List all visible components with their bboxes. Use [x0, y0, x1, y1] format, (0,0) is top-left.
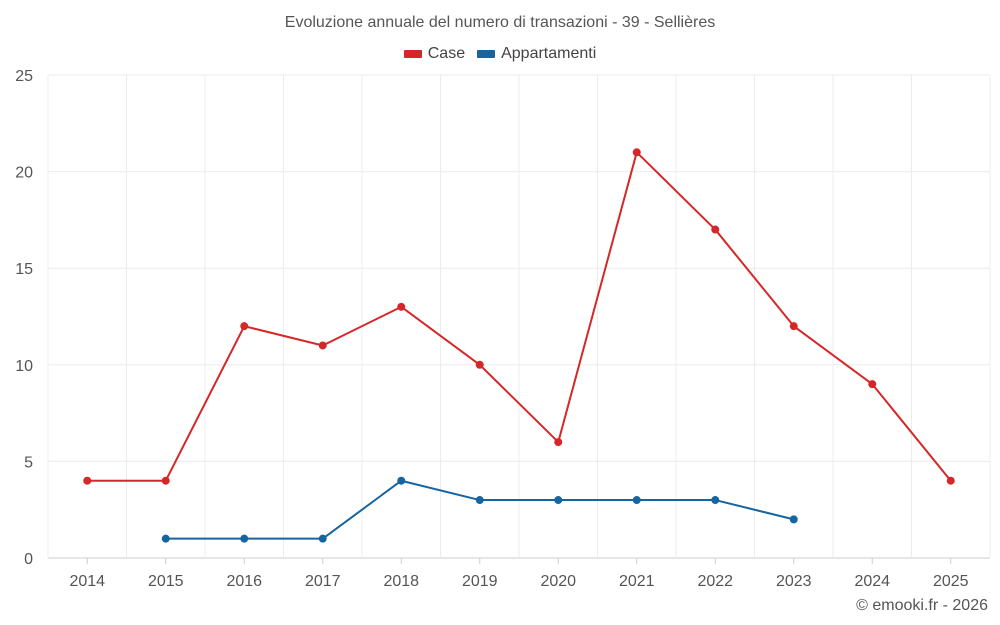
x-tick-label: 2023 [776, 573, 812, 590]
y-tick-label: 20 [15, 165, 33, 182]
data-point-case-2015 [161, 476, 170, 485]
data-point-case-2022 [711, 225, 720, 234]
y-tick-label: 15 [15, 261, 33, 278]
data-point-case-2018 [397, 302, 406, 311]
y-tick-label: 5 [24, 454, 33, 471]
x-tick-label: 2022 [697, 573, 733, 590]
x-tick-label: 2025 [933, 573, 969, 590]
data-point-case-2017 [318, 341, 327, 350]
data-point-case-2014 [83, 476, 92, 485]
series-line-appartamenti [165, 479, 794, 540]
data-point-case-2020 [554, 438, 563, 447]
data-point-case-2025 [946, 476, 955, 485]
x-tick-label: 2015 [148, 573, 184, 590]
x-tick-label: 2020 [540, 573, 576, 590]
x-tick-label: 2019 [462, 573, 498, 590]
legend-swatch-appartamenti [477, 50, 496, 58]
x-tick-label: 2016 [226, 573, 262, 590]
y-tick-label: 25 [15, 68, 33, 85]
y-tick-label: 0 [24, 551, 33, 568]
data-point-case-2021 [632, 148, 641, 157]
chart-title: Evoluzione annuale del numero di transaz… [284, 14, 716, 31]
legend-item-case[interactable]: Case [403, 45, 466, 63]
series-line-case [87, 151, 952, 482]
data-point-case-2016 [240, 322, 249, 331]
data-point-appartamenti-2018 [397, 476, 406, 485]
data-point-case-2023 [789, 322, 798, 331]
data-point-appartamenti-2020 [554, 496, 563, 505]
data-point-appartamenti-2023 [789, 515, 798, 524]
legend-label-case: Case [427, 45, 466, 62]
data-point-appartamenti-2015 [161, 534, 170, 543]
data-point-case-2024 [868, 380, 877, 389]
x-tick-label: 2018 [383, 573, 419, 590]
data-point-case-2019 [475, 360, 484, 369]
legend-swatch-case [403, 50, 422, 58]
legend: Case Appartamenti [0, 45, 1000, 63]
x-tick-label: 2017 [305, 573, 341, 590]
legend-item-appartamenti[interactable]: Appartamenti [477, 45, 596, 63]
x-tick-label: 2021 [619, 573, 655, 590]
credit-text: © emooki.fr - 2026 [856, 597, 988, 614]
data-point-appartamenti-2017 [318, 534, 327, 543]
x-tick-label: 2014 [69, 573, 105, 590]
y-tick-label: 10 [15, 358, 33, 375]
legend-label-appartamenti: Appartamenti [501, 45, 597, 62]
data-point-appartamenti-2019 [475, 496, 484, 505]
data-point-appartamenti-2022 [711, 496, 720, 505]
data-point-appartamenti-2021 [632, 496, 641, 505]
data-point-appartamenti-2016 [240, 534, 249, 543]
x-tick-label: 2024 [854, 573, 890, 590]
